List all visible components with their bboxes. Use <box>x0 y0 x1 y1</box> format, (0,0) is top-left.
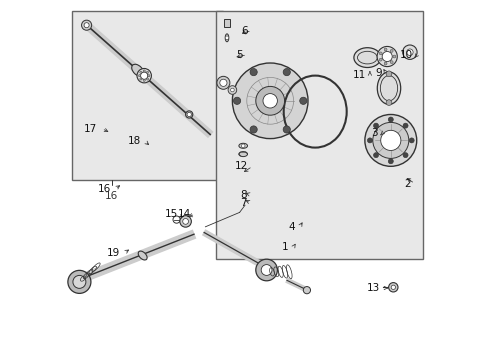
Circle shape <box>225 36 229 40</box>
Circle shape <box>68 270 91 293</box>
Circle shape <box>384 48 387 51</box>
Text: 7: 7 <box>240 198 246 208</box>
Text: 11: 11 <box>352 69 366 80</box>
Circle shape <box>137 68 151 83</box>
Circle shape <box>379 58 382 61</box>
Circle shape <box>381 130 401 150</box>
Circle shape <box>403 123 408 128</box>
Circle shape <box>373 122 409 158</box>
Circle shape <box>300 97 307 104</box>
Circle shape <box>147 71 148 73</box>
Circle shape <box>143 70 145 72</box>
Circle shape <box>403 153 408 158</box>
Text: 1: 1 <box>282 242 289 252</box>
Text: 5: 5 <box>236 50 243 60</box>
Text: 17: 17 <box>84 123 98 134</box>
Circle shape <box>84 23 89 28</box>
Circle shape <box>379 52 382 55</box>
Circle shape <box>390 49 393 52</box>
Circle shape <box>256 259 277 281</box>
Circle shape <box>283 126 291 133</box>
Circle shape <box>250 68 257 76</box>
Circle shape <box>256 86 285 115</box>
Circle shape <box>217 76 230 89</box>
Circle shape <box>140 78 142 80</box>
Bar <box>216 11 423 259</box>
Ellipse shape <box>239 152 247 157</box>
Circle shape <box>403 45 417 59</box>
Text: 4: 4 <box>289 222 295 232</box>
Circle shape <box>81 20 92 30</box>
Text: 8: 8 <box>240 190 246 200</box>
Circle shape <box>73 275 86 288</box>
Circle shape <box>384 62 387 65</box>
Text: 9: 9 <box>375 68 382 78</box>
Bar <box>224 19 230 27</box>
Circle shape <box>231 88 234 92</box>
Circle shape <box>183 219 189 224</box>
Ellipse shape <box>186 111 193 118</box>
Ellipse shape <box>138 251 147 260</box>
Circle shape <box>386 100 392 105</box>
Circle shape <box>250 126 257 133</box>
Circle shape <box>233 97 241 104</box>
Text: 18: 18 <box>127 136 141 147</box>
Circle shape <box>388 159 393 164</box>
Circle shape <box>187 112 192 117</box>
Circle shape <box>368 138 372 143</box>
Circle shape <box>147 78 148 80</box>
Text: 10: 10 <box>400 50 413 60</box>
Ellipse shape <box>377 72 401 104</box>
Circle shape <box>386 71 392 77</box>
Circle shape <box>232 63 308 139</box>
Circle shape <box>373 153 379 158</box>
Circle shape <box>409 138 414 143</box>
Text: 2: 2 <box>404 179 411 189</box>
Ellipse shape <box>132 64 144 76</box>
Circle shape <box>180 216 192 227</box>
Circle shape <box>143 79 145 81</box>
Text: 16: 16 <box>105 191 119 201</box>
Circle shape <box>393 55 396 58</box>
Circle shape <box>228 86 237 94</box>
Text: 16: 16 <box>98 184 111 194</box>
Circle shape <box>140 71 142 73</box>
Circle shape <box>283 68 291 76</box>
Circle shape <box>242 144 245 148</box>
Text: 3: 3 <box>371 128 378 138</box>
Circle shape <box>148 75 150 77</box>
Circle shape <box>220 79 227 86</box>
Circle shape <box>141 72 148 79</box>
Text: 6: 6 <box>241 26 247 36</box>
Text: 19: 19 <box>107 248 120 258</box>
Circle shape <box>263 94 277 108</box>
Text: 15: 15 <box>165 209 178 219</box>
Circle shape <box>407 49 413 55</box>
Ellipse shape <box>239 143 247 148</box>
Circle shape <box>391 285 395 289</box>
Circle shape <box>377 46 397 67</box>
Circle shape <box>303 287 311 294</box>
Text: 14: 14 <box>178 209 191 219</box>
Circle shape <box>388 117 393 122</box>
Circle shape <box>389 283 398 292</box>
Ellipse shape <box>354 48 381 68</box>
Bar <box>72 11 223 180</box>
Circle shape <box>382 51 392 62</box>
Text: 12: 12 <box>235 161 248 171</box>
Circle shape <box>365 114 416 166</box>
Circle shape <box>261 265 272 275</box>
Circle shape <box>139 75 141 77</box>
Circle shape <box>373 123 379 128</box>
Circle shape <box>390 61 393 64</box>
Text: 13: 13 <box>367 283 380 293</box>
Ellipse shape <box>225 34 229 42</box>
